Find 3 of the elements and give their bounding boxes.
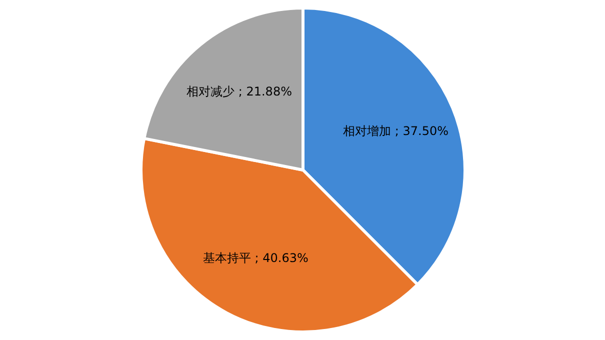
slice-label: 基本持平 ; 40.63% — [202, 250, 308, 265]
slice-label: 相对增加 ; 37.50% — [343, 124, 449, 138]
slice-label: 相对减少 ; 21.88% — [186, 84, 292, 99]
